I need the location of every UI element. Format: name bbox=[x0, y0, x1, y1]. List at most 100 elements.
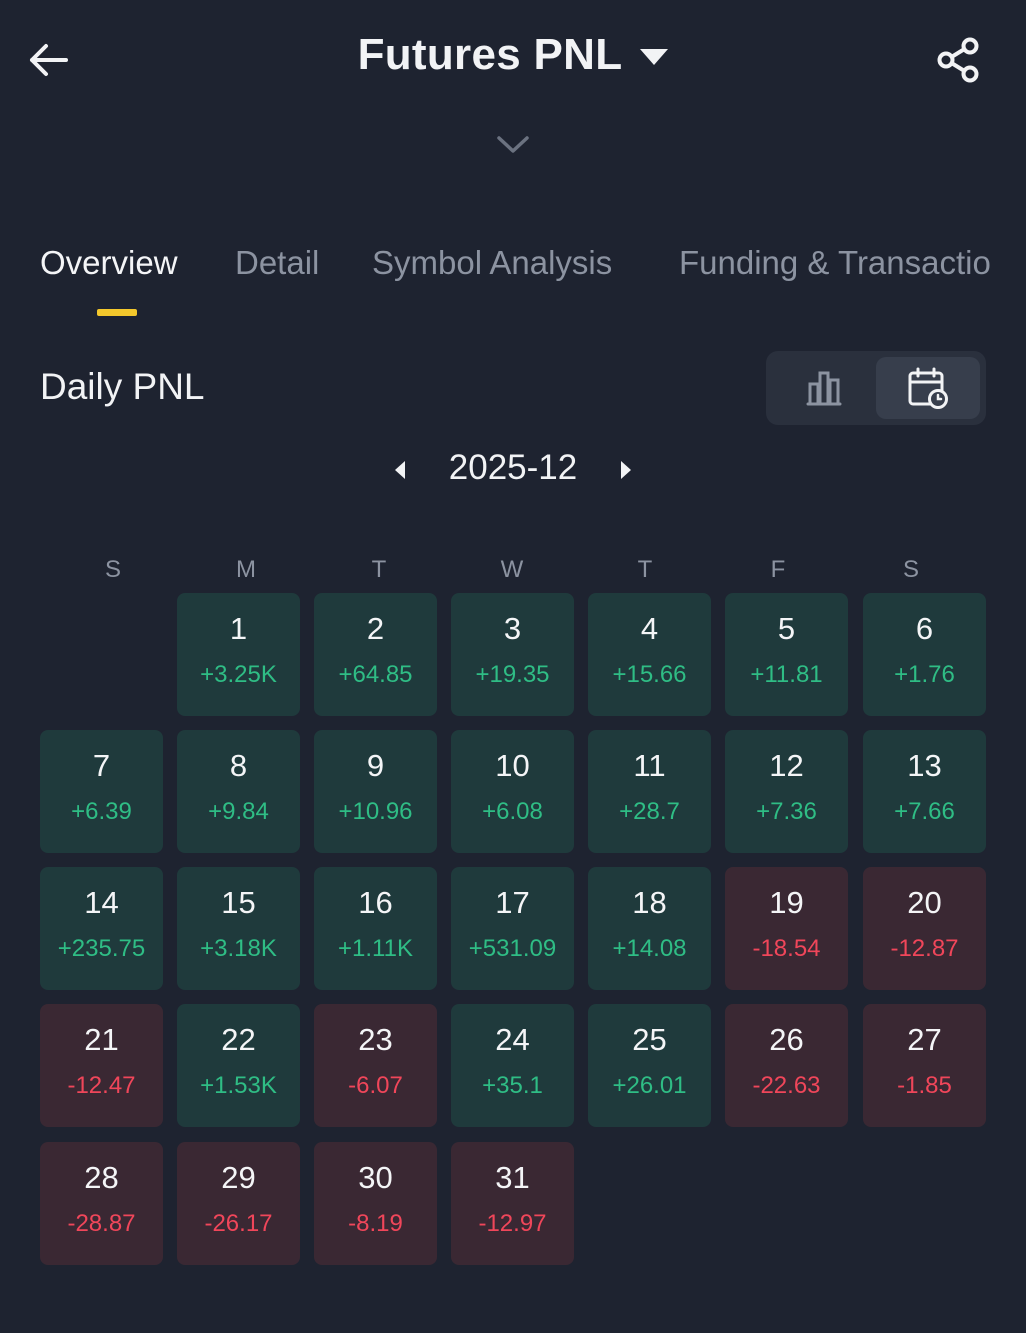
weekday-sunday: S bbox=[104, 556, 121, 583]
day-pnl-value: +14.08 bbox=[612, 935, 687, 962]
tab-detail[interactable]: Detail bbox=[235, 244, 320, 281]
calendar-day-cell[interactable]: 19 -18.54 bbox=[725, 867, 848, 990]
tab-overview[interactable]: Overview bbox=[40, 244, 178, 281]
day-pnl-value: +7.66 bbox=[894, 798, 955, 825]
calendar-day-cell[interactable]: 26 -22.63 bbox=[725, 1004, 848, 1127]
weekday-header: S M T W T F S bbox=[0, 556, 1026, 590]
day-pnl-value: +9.84 bbox=[208, 798, 269, 825]
day-pnl-value: -22.63 bbox=[752, 1072, 821, 1099]
section-title: Daily PNL bbox=[40, 366, 205, 407]
calendar-day-cell[interactable]: 17 +531.09 bbox=[451, 867, 574, 990]
share-button[interactable] bbox=[930, 32, 986, 88]
weekday-tuesday: T bbox=[371, 556, 387, 583]
day-pnl-value: +11.81 bbox=[750, 661, 823, 688]
day-number: 31 bbox=[495, 1160, 530, 1195]
calendar-day-cell[interactable]: 8 +9.84 bbox=[177, 730, 300, 853]
calendar-day-cell[interactable]: 30 -8.19 bbox=[314, 1142, 437, 1265]
day-pnl-value: +3.25K bbox=[200, 661, 277, 688]
tab-bar: Overview Detail Symbol Analysis Funding … bbox=[0, 244, 1026, 324]
calendar-day-cell[interactable]: 7 +6.39 bbox=[40, 730, 163, 853]
calendar-day-cell[interactable]: 21 -12.47 bbox=[40, 1004, 163, 1127]
day-pnl-value: -18.54 bbox=[752, 935, 821, 962]
next-month-button[interactable] bbox=[612, 454, 640, 486]
day-pnl-value: -8.19 bbox=[348, 1210, 403, 1237]
day-pnl-value: +35.1 bbox=[482, 1072, 543, 1099]
expand-button[interactable] bbox=[493, 130, 533, 160]
share-icon bbox=[937, 37, 979, 83]
prev-month-button[interactable] bbox=[386, 454, 414, 486]
calendar-day-cell[interactable]: 22 +1.53K bbox=[177, 1004, 300, 1127]
bar-chart-icon bbox=[806, 371, 842, 406]
day-pnl-value: -12.87 bbox=[890, 935, 959, 962]
day-pnl-value: +26.01 bbox=[612, 1072, 687, 1099]
calendar-day-cell[interactable]: 24 +35.1 bbox=[451, 1004, 574, 1127]
day-pnl-value: +6.39 bbox=[71, 798, 132, 825]
calendar-day-cell[interactable]: 9 +10.96 bbox=[314, 730, 437, 853]
calendar-day-cell[interactable]: 13 +7.66 bbox=[863, 730, 986, 853]
day-number: 17 bbox=[495, 885, 530, 920]
day-pnl-value: +19.35 bbox=[475, 661, 550, 688]
caret-down-icon bbox=[640, 49, 669, 65]
day-number: 3 bbox=[503, 611, 522, 646]
day-pnl-value: -26.17 bbox=[204, 1210, 273, 1237]
day-pnl-value: -6.07 bbox=[348, 1072, 403, 1099]
caret-left-icon bbox=[395, 461, 405, 479]
calendar-day-cell[interactable]: 18 +14.08 bbox=[588, 867, 711, 990]
calendar-day-cell[interactable]: 23 -6.07 bbox=[314, 1004, 437, 1127]
calendar-clock-icon bbox=[908, 367, 948, 409]
calendar-day-cell[interactable]: 31 -12.97 bbox=[451, 1142, 574, 1265]
arrow-left-icon bbox=[30, 44, 68, 76]
day-number: 26 bbox=[769, 1022, 804, 1057]
day-number: 8 bbox=[229, 748, 248, 783]
calendar-view-button[interactable] bbox=[876, 357, 980, 419]
title-dropdown[interactable]: Futures PNL bbox=[0, 30, 1026, 80]
calendar-day-cell[interactable]: 14 +235.75 bbox=[40, 867, 163, 990]
tab-funding-transactions[interactable]: Funding & Transactio bbox=[679, 244, 991, 281]
day-pnl-value: +6.08 bbox=[482, 798, 543, 825]
calendar-day-cell[interactable]: 2 +64.85 bbox=[314, 593, 437, 716]
chart-view-button[interactable] bbox=[772, 357, 876, 419]
day-number: 19 bbox=[769, 885, 804, 920]
calendar-day-cell[interactable]: 20 -12.87 bbox=[863, 867, 986, 990]
view-toggle bbox=[766, 351, 986, 425]
day-pnl-value: +1.53K bbox=[200, 1072, 277, 1099]
day-number: 20 bbox=[907, 885, 942, 920]
calendar-day-cell[interactable]: 12 +7.36 bbox=[725, 730, 848, 853]
calendar-day-cell[interactable]: 10 +6.08 bbox=[451, 730, 574, 853]
day-number: 27 bbox=[907, 1022, 942, 1057]
day-number: 1 bbox=[229, 611, 248, 646]
calendar-day-cell[interactable]: 6 +1.76 bbox=[863, 593, 986, 716]
day-pnl-value: -12.97 bbox=[478, 1210, 547, 1237]
calendar-day-cell[interactable]: 4 +15.66 bbox=[588, 593, 711, 716]
calendar-day-cell[interactable]: 16 +1.11K bbox=[314, 867, 437, 990]
day-number: 11 bbox=[633, 748, 666, 783]
calendar-day-cell[interactable]: 25 +26.01 bbox=[588, 1004, 711, 1127]
calendar-day-cell[interactable]: 3 +19.35 bbox=[451, 593, 574, 716]
day-pnl-value: +64.85 bbox=[338, 661, 413, 688]
day-number: 18 bbox=[632, 885, 667, 920]
day-pnl-value: +531.09 bbox=[468, 935, 557, 962]
calendar-day-cell[interactable]: 28 -28.87 bbox=[40, 1142, 163, 1265]
calendar-day-cell[interactable]: 1 +3.25K bbox=[177, 593, 300, 716]
day-number: 6 bbox=[915, 611, 934, 646]
day-number: 7 bbox=[92, 748, 111, 783]
tab-symbol-analysis[interactable]: Symbol Analysis bbox=[372, 244, 613, 281]
weekday-wednesday: W bbox=[500, 556, 524, 583]
weekday-monday: M bbox=[236, 556, 256, 583]
current-month: 2025-12 bbox=[448, 448, 578, 487]
calendar-day-cell[interactable]: 27 -1.85 bbox=[863, 1004, 986, 1127]
day-number: 14 bbox=[84, 885, 119, 920]
day-pnl-value: -12.47 bbox=[67, 1072, 136, 1099]
calendar-day-cell[interactable]: 11 +28.7 bbox=[588, 730, 711, 853]
weekday-thursday: T bbox=[637, 556, 653, 583]
page-title: Futures PNL bbox=[357, 30, 623, 79]
day-number: 24 bbox=[495, 1022, 530, 1057]
day-pnl-value: +1.11K bbox=[338, 935, 413, 962]
calendar-day-cell[interactable]: 5 +11.81 bbox=[725, 593, 848, 716]
calendar-day-cell[interactable]: 15 +3.18K bbox=[177, 867, 300, 990]
back-button[interactable] bbox=[22, 34, 74, 86]
calendar-day-cell[interactable]: 29 -26.17 bbox=[177, 1142, 300, 1265]
header: Futures PNL bbox=[0, 0, 1026, 120]
day-number: 4 bbox=[640, 611, 659, 646]
day-number: 23 bbox=[358, 1022, 393, 1057]
